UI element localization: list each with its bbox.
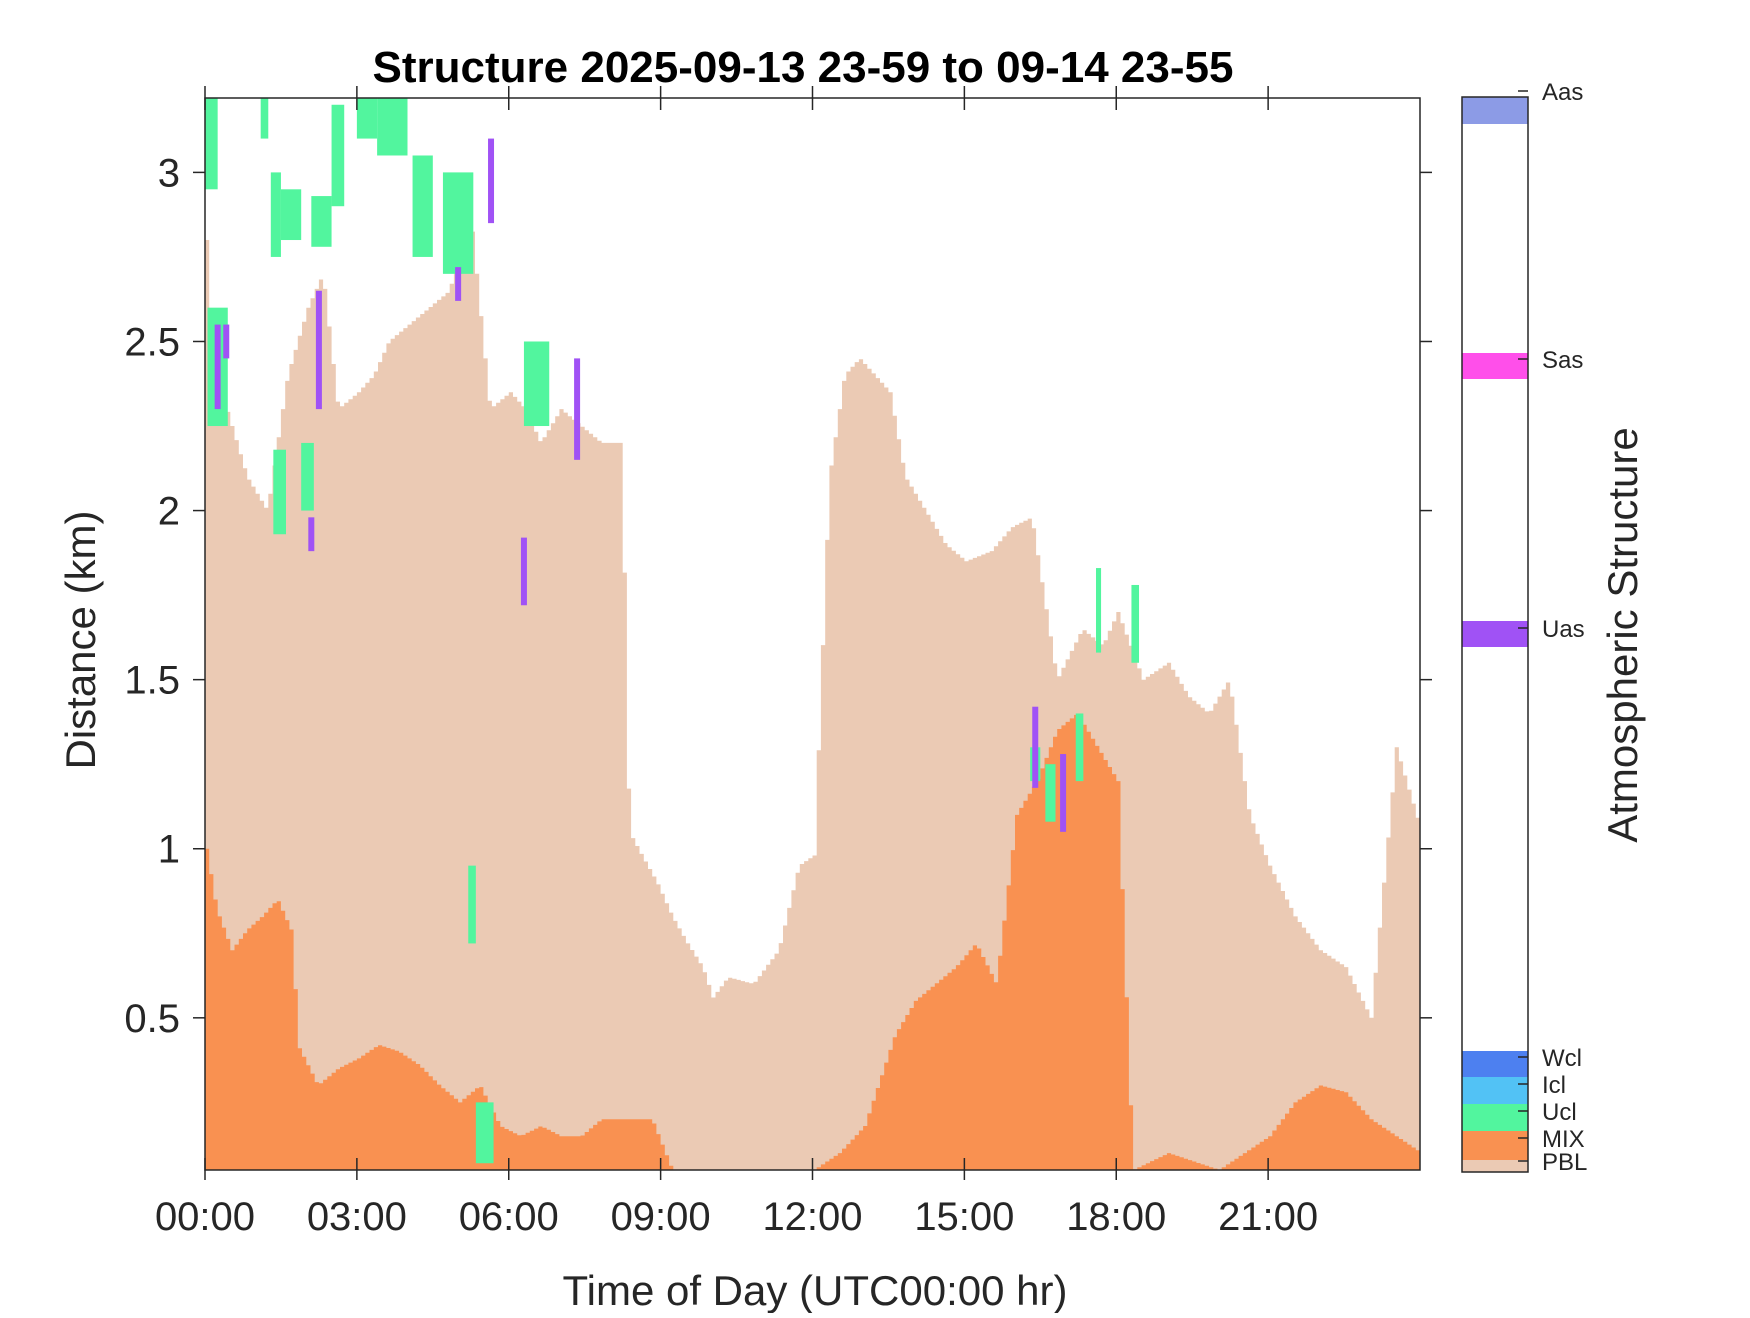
- ucl-patch: [311, 196, 332, 247]
- ucl-patch: [412, 155, 433, 257]
- x-axis: 00:00 03:00 06:00 09:00 12:00 15:00 18:00 21:00: [155, 86, 1318, 1239]
- uas-streak: [574, 358, 581, 460]
- colorbar-label-icl: Icl: [1542, 1072, 1566, 1099]
- y-axis-label: Distance (km): [57, 510, 104, 769]
- uas-streak: [1060, 754, 1067, 832]
- uas-streak: [214, 324, 221, 410]
- ucl-patch: [331, 104, 345, 207]
- uas-streak: [315, 290, 322, 410]
- plot-area: [205, 98, 1420, 1170]
- uas-streak: [520, 537, 527, 606]
- mix-area: [205, 714, 1420, 1170]
- ucl-patch: [205, 98, 218, 190]
- x-tick-label: 06:00: [459, 1195, 559, 1239]
- y-tick-label: 1: [158, 828, 180, 872]
- colorbar-swatch-icl: [1462, 1077, 1528, 1104]
- uas-streak: [1032, 706, 1039, 788]
- ucl-patch: [260, 98, 269, 139]
- colorbar-swatch-sas: [1462, 353, 1528, 379]
- ucl-patch: [442, 172, 474, 274]
- colorbar-label: Atmospheric Structure: [1599, 427, 1646, 843]
- x-axis-label: Time of Day (UTC00:00 hr): [563, 1267, 1068, 1313]
- chart-title: Structure 2025-09-13 23-59 to 09-14 23-5…: [373, 43, 1234, 92]
- colorbar-label-aas: Aas: [1542, 79, 1583, 106]
- y-tick-label: 3: [158, 151, 180, 195]
- ucl-patch: [475, 1102, 494, 1164]
- colorbar-swatch-mix: [1462, 1131, 1528, 1160]
- x-tick-label: 15:00: [914, 1195, 1014, 1239]
- ucl-patch: [523, 341, 550, 427]
- colorbar-swatch-aas: [1462, 97, 1528, 124]
- colorbar-label-sas: Sas: [1542, 347, 1583, 374]
- y-axis: 0.5 1 1.5 2 2.5 3: [124, 151, 1432, 1041]
- y-tick-label: 1.5: [124, 659, 180, 703]
- y-tick-label: 2: [158, 490, 180, 534]
- colorbar-swatch-wcl: [1462, 1051, 1528, 1077]
- y-tick-label: 2.5: [124, 320, 180, 364]
- ucl-patch: [270, 172, 281, 257]
- y-tick-label: 0.5: [124, 997, 180, 1041]
- x-tick-label: 00:00: [155, 1195, 255, 1239]
- ucl-patch: [273, 449, 286, 535]
- uas-streak: [455, 267, 462, 301]
- x-tick-label: 18:00: [1066, 1195, 1166, 1239]
- uas-streak: [223, 324, 230, 359]
- ucl-patch: [468, 865, 476, 944]
- x-tick-label: 21:00: [1218, 1195, 1318, 1239]
- colorbar-label-uas: Uas: [1542, 616, 1585, 643]
- ucl-patch: [356, 98, 378, 139]
- colorbar-swatch-pbl: [1462, 1160, 1528, 1172]
- pbl-area: [205, 213, 1420, 1170]
- uas-streak: [488, 138, 495, 224]
- ucl-patch: [280, 189, 302, 241]
- colorbar-swatch-uas: [1462, 621, 1528, 647]
- ucl-patch: [1131, 584, 1140, 663]
- colorbar-label-wcl: Wcl: [1542, 1045, 1582, 1072]
- ucl-patch: [1045, 764, 1056, 822]
- ucl-patch: [1096, 568, 1102, 653]
- colorbar-frame: [1461, 96, 1529, 1173]
- x-tick-label: 03:00: [307, 1195, 407, 1239]
- ucl-patch: [301, 442, 314, 511]
- uas-streak: [308, 517, 315, 552]
- x-tick-label: 12:00: [762, 1195, 862, 1239]
- colorbar-label-mix: MIX: [1542, 1126, 1585, 1153]
- colorbar-label-ucl: Ucl: [1542, 1099, 1577, 1126]
- colorbar-label-pbl: PBL: [1542, 1149, 1587, 1176]
- colorbar-swatch-ucl: [1462, 1104, 1528, 1131]
- x-tick-label: 09:00: [611, 1195, 711, 1239]
- ucl-patch: [1075, 713, 1084, 782]
- ucl-patch: [377, 98, 408, 156]
